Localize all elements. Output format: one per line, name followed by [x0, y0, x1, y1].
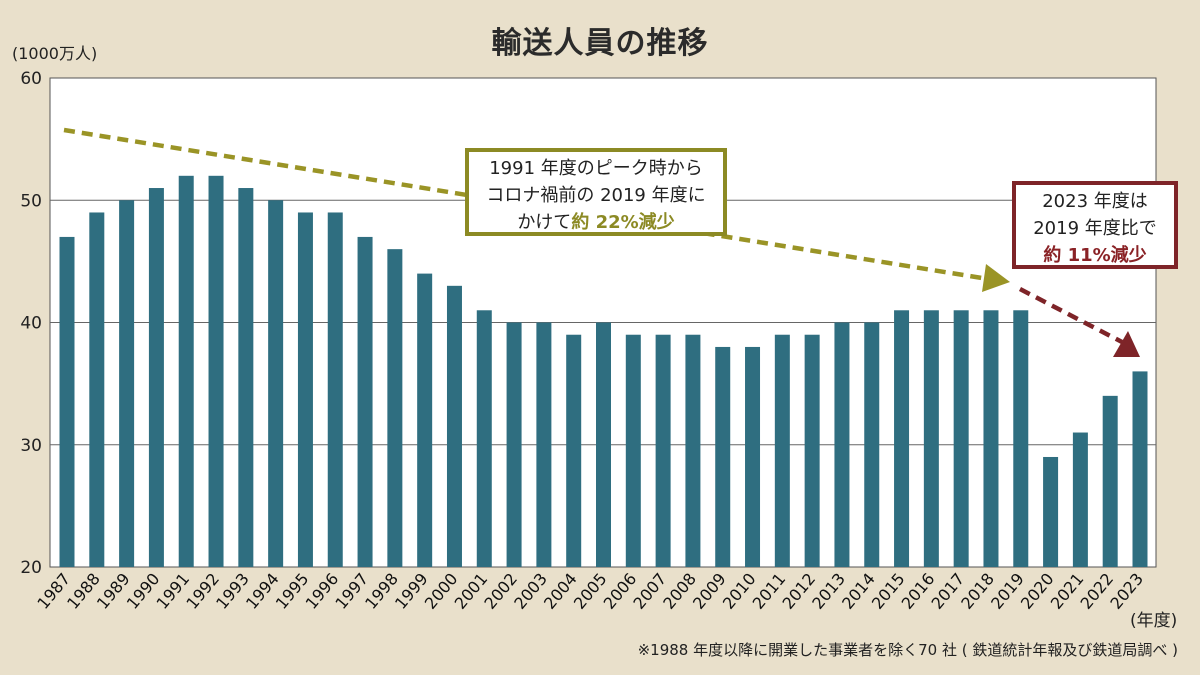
bar-2009 [715, 346, 731, 567]
x-tick-label-2019: 2019 [987, 569, 1028, 612]
x-tick-label-2008: 2008 [659, 569, 700, 612]
x-tick-label-1988: 1988 [63, 569, 104, 612]
callout-peak-line1: 1991 年度のピーク時から [489, 158, 703, 179]
x-tick-label-2012: 2012 [778, 569, 819, 612]
x-tick-label-2022: 2022 [1077, 569, 1118, 612]
bar-2007 [655, 334, 671, 567]
x-tick-label-2020: 2020 [1017, 569, 1058, 612]
callout-peak-decline: 1991 年度のピーク時から コロナ禍前の 2019 年度に かけて約 22%減… [465, 148, 727, 236]
x-tick-label-2003: 2003 [510, 569, 551, 612]
callout-2023-highlight: 約 11%減少 [1043, 245, 1147, 266]
bar-2022 [1102, 395, 1118, 567]
bar-2006 [625, 334, 641, 567]
x-tick-label-2018: 2018 [957, 569, 998, 612]
bar-1996 [327, 212, 343, 567]
bar-1987 [59, 236, 75, 568]
callout-peak-line3-prefix: かけて [517, 212, 572, 233]
y-tick-labels: 20 30 40 50 60 [20, 69, 42, 578]
callout-peak-line2: コロナ禍前の 2019 年度に [486, 185, 706, 206]
trend-arrow-long [63, 127, 1010, 292]
bar-2015 [894, 310, 910, 567]
bar-1989 [119, 200, 135, 567]
bar-2014 [864, 322, 880, 567]
trend-arrow-short [1018, 287, 1140, 357]
x-tick-label-2010: 2010 [719, 569, 760, 612]
x-tick-label-2006: 2006 [600, 569, 641, 612]
bar-1995 [297, 212, 313, 567]
x-tick-label-1990: 1990 [123, 569, 164, 612]
bar-2010 [745, 346, 761, 567]
x-tick-label-1995: 1995 [272, 569, 313, 612]
bar-2012 [804, 334, 820, 567]
callout-peak-highlight: 約 22%減少 [571, 212, 675, 233]
bar-2018 [983, 310, 999, 567]
bar-2016 [923, 310, 939, 567]
x-tick-label-2014: 2014 [838, 569, 879, 612]
x-tick-label-2004: 2004 [540, 569, 581, 612]
callout-2023-decline: 2023 年度は 2019 年度比で 約 11%減少 [1012, 181, 1178, 269]
bar-2002 [506, 322, 522, 567]
bar-1990 [148, 188, 164, 567]
x-tick-label-2009: 2009 [689, 569, 730, 612]
callout-2023-line1: 2023 年度は [1042, 191, 1148, 212]
y-tick-label: 60 [20, 69, 42, 89]
x-tick-label-2000: 2000 [421, 569, 462, 612]
x-tick-label-2001: 2001 [451, 569, 492, 612]
bar-2013 [834, 322, 850, 567]
footnote: ※1988 年度以降に開業した事業者を除く70 社 ( 鉄道統計年報及び鉄道局調… [637, 641, 1178, 659]
x-tick-label-1991: 1991 [153, 569, 194, 612]
bar-1991 [178, 175, 194, 568]
x-tick-label-1989: 1989 [93, 569, 134, 612]
x-tick-label-1999: 1999 [391, 569, 432, 612]
x-tick-label-2013: 2013 [808, 569, 849, 612]
bar-2021 [1072, 432, 1088, 567]
x-tick-label-2015: 2015 [868, 569, 909, 612]
bar-1998 [387, 249, 403, 567]
x-tick-label-2016: 2016 [898, 569, 939, 612]
bar-1988 [89, 212, 105, 567]
x-tick-label-1992: 1992 [182, 569, 223, 612]
bar-1993 [238, 188, 254, 567]
bar-1999 [417, 273, 433, 567]
x-tick-label-1996: 1996 [302, 569, 343, 612]
callout-peak-line3: かけて約 22%減少 [469, 209, 723, 236]
x-tick-label-2017: 2017 [928, 569, 969, 612]
x-tick-label-2021: 2021 [1047, 569, 1088, 612]
x-tick-labels: 1987198819891990199119921993199419951996… [33, 569, 1147, 612]
bar-1997 [357, 236, 373, 568]
x-tick-label-2007: 2007 [629, 569, 670, 612]
y-tick-label: 20 [20, 558, 42, 578]
bar-2011 [774, 334, 790, 567]
bar-2023 [1132, 371, 1148, 567]
bar-2003 [536, 322, 552, 567]
chart-title: 輸送人員の推移 [491, 26, 709, 61]
bar-1992 [208, 175, 224, 568]
y-tick-label: 30 [20, 436, 42, 456]
callout-2023-line2: 2019 年度比で [1033, 218, 1157, 239]
y-tick-label: 50 [20, 191, 42, 211]
x-tick-label-2011: 2011 [749, 569, 790, 612]
x-tick-label-1997: 1997 [331, 569, 372, 612]
x-axis-unit: (年度) [1130, 611, 1178, 631]
bar-2019 [1013, 310, 1029, 567]
y-axis-unit: (1000万人) [12, 44, 98, 63]
bar-2000 [446, 285, 462, 567]
y-tick-label: 40 [20, 314, 42, 334]
bar-2005 [596, 322, 611, 567]
bar-1994 [268, 200, 284, 567]
x-tick-label-1998: 1998 [361, 569, 402, 612]
bars [59, 175, 1148, 568]
x-tick-label-2005: 2005 [570, 569, 611, 612]
x-tick-label-1993: 1993 [212, 569, 253, 612]
bar-2017 [953, 310, 969, 567]
x-tick-label-2002: 2002 [480, 569, 521, 612]
bar-2001 [476, 310, 492, 567]
bar-2008 [685, 334, 701, 567]
bar-2004 [566, 334, 582, 567]
x-tick-label-1994: 1994 [242, 569, 283, 612]
bar-2020 [1043, 456, 1059, 567]
